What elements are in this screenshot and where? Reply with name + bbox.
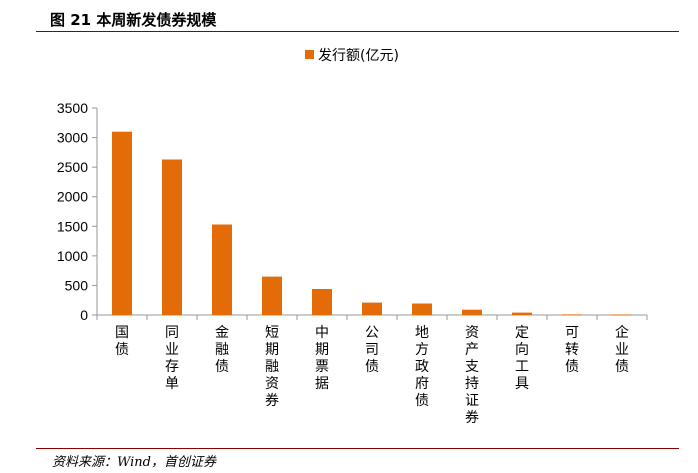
bar-4 [262, 276, 282, 315]
bar-11 [612, 314, 632, 316]
bar-10 [562, 314, 582, 316]
x-category-label: 中期票据 [315, 325, 329, 392]
figure-title: 图 21 本周新发债券规模 [50, 11, 217, 29]
bars [112, 131, 632, 316]
y-tick-label: 0 [80, 307, 88, 323]
legend-label: 发行额(亿元) [318, 48, 399, 64]
x-category-label: 地方政府债 [415, 325, 429, 409]
top-rule [36, 31, 679, 32]
bar-3 [212, 224, 232, 315]
x-category-label: 短期融资券 [265, 325, 279, 409]
y-tick-label: 1000 [57, 248, 88, 264]
y-tick-label: 3500 [57, 100, 88, 116]
y-tick-label: 2500 [57, 159, 88, 175]
x-category-label: 公司债 [365, 325, 379, 375]
bar-1 [112, 131, 132, 315]
x-category-label: 可转债 [565, 325, 579, 375]
bar-9 [512, 312, 532, 315]
x-category-label: 企业债 [615, 324, 629, 375]
legend-swatch [305, 50, 314, 59]
source-note: 资料来源：Wind，首创证券 [52, 455, 216, 470]
bar-6 [362, 302, 382, 315]
bar-2 [162, 159, 182, 315]
bottom-rule [36, 448, 679, 449]
bar-7 [412, 303, 432, 315]
y-tick-label: 1500 [57, 218, 88, 234]
y-tick-labels: 0 500 1000 1500 2000 2500 3000 3500 [57, 100, 88, 323]
y-tick-label: 2000 [57, 189, 88, 205]
x-category-label: 金融债 [215, 325, 229, 375]
x-category-label: 同业存单 [165, 325, 179, 392]
x-category-label: 国债 [115, 325, 129, 358]
x-category-labels: 国债 同业存单 金融债 短期融资券 中期票据 公司债 地方政府债 资产支持证券 定向工具 可转债 企… [115, 324, 629, 426]
y-tick-label: 3000 [57, 130, 88, 146]
x-category-label: 定向工具 [515, 325, 529, 392]
bar-8 [462, 309, 482, 315]
bar-5 [312, 289, 332, 315]
x-category-label: 资产支持证券 [465, 325, 479, 426]
y-tick-label: 500 [65, 277, 89, 293]
legend: 发行额(亿元) [305, 48, 399, 64]
